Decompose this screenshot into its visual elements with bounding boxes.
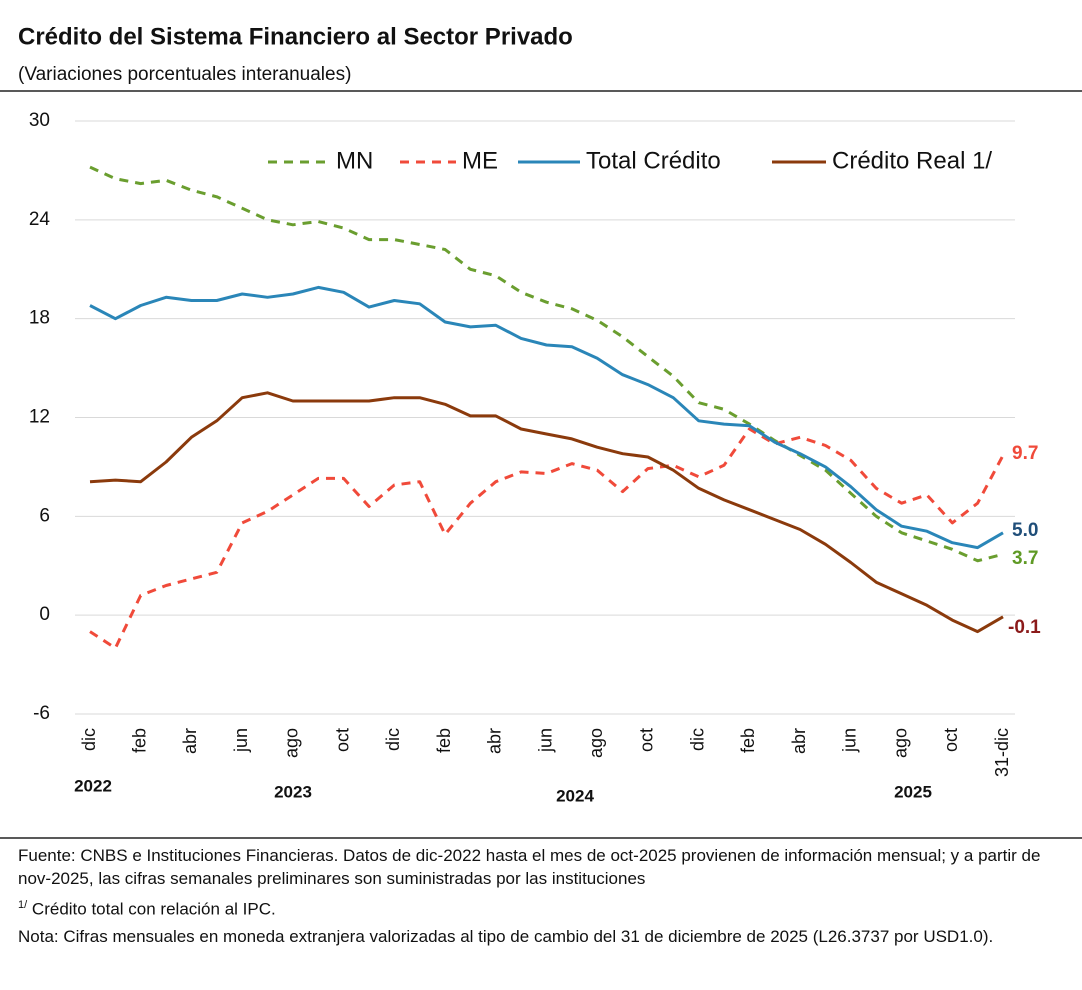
x-tick-label: oct bbox=[637, 728, 657, 752]
x-tick-label: abr bbox=[789, 728, 809, 754]
chart: Crédito del Sistema Financiero al Sector… bbox=[0, 23, 1082, 839]
x-tick-label: 31-dic bbox=[992, 728, 1012, 777]
series-line bbox=[89, 391, 1004, 634]
x-tick-label: jun bbox=[840, 728, 860, 753]
x-tick-label: jun bbox=[535, 728, 555, 753]
y-tick-label: 24 bbox=[29, 209, 51, 230]
x-tick-label: ago bbox=[586, 728, 606, 758]
x-tick-label: feb bbox=[434, 728, 454, 753]
year-label: 2024 bbox=[556, 786, 594, 805]
x-tick-label: dic bbox=[687, 728, 707, 751]
nota: Nota: Cifras mensuales en moneda extranj… bbox=[18, 926, 994, 946]
x-tick-label: ago bbox=[890, 728, 910, 758]
x-tick-label: oct bbox=[332, 728, 352, 752]
series-line bbox=[89, 165, 1004, 563]
notes: Fuente: CNBS e Instituciones Financieras… bbox=[18, 844, 1068, 952]
y-tick-label: 6 bbox=[39, 505, 50, 526]
series-line bbox=[89, 285, 1004, 550]
year-label: 2023 bbox=[274, 782, 312, 801]
value-label: 9.7 bbox=[1012, 443, 1038, 464]
x-tick-label: abr bbox=[180, 728, 200, 754]
year-label: 2022 bbox=[74, 776, 112, 795]
x-tick-label: dic bbox=[79, 728, 99, 751]
x-tick-label: jun bbox=[231, 728, 251, 753]
y-tick-label: 30 bbox=[29, 110, 50, 131]
series-line bbox=[89, 427, 1005, 650]
y-tick-label: 12 bbox=[29, 407, 50, 428]
footnote-mark: 1/ bbox=[18, 899, 28, 911]
x-tick-label: feb bbox=[738, 728, 758, 753]
y-tick-label: -6 bbox=[33, 703, 50, 724]
year-label: 2025 bbox=[894, 782, 932, 801]
footnote-text: Crédito total con relación al IPC. bbox=[31, 899, 276, 919]
source-note: Fuente: CNBS e Instituciones Financieras… bbox=[18, 846, 1041, 888]
legend-label: MN bbox=[336, 147, 373, 174]
y-tick-label: 0 bbox=[39, 604, 50, 625]
chart-title: Crédito del Sistema Financiero al Sector… bbox=[18, 23, 573, 50]
x-tick-label: dic bbox=[383, 728, 403, 751]
y-tick-label: 18 bbox=[29, 308, 50, 329]
x-tick-label: feb bbox=[129, 728, 149, 753]
legend-label: ME bbox=[462, 147, 498, 174]
legend-label: Total Crédito bbox=[586, 147, 721, 174]
value-label: 5.0 bbox=[1012, 520, 1038, 541]
x-tick-label: abr bbox=[485, 728, 505, 754]
x-tick-label: ago bbox=[282, 728, 302, 758]
legend-label: Crédito Real 1/ bbox=[832, 147, 992, 174]
footnote: 1/ Crédito total con relación al IPC. bbox=[18, 894, 1068, 921]
value-label: -0.1 bbox=[1008, 617, 1041, 638]
value-label: 3.7 bbox=[1012, 548, 1038, 569]
x-tick-label: oct bbox=[941, 728, 961, 752]
chart-subtitle: (Variaciones porcentuales interanuales) bbox=[18, 64, 351, 85]
